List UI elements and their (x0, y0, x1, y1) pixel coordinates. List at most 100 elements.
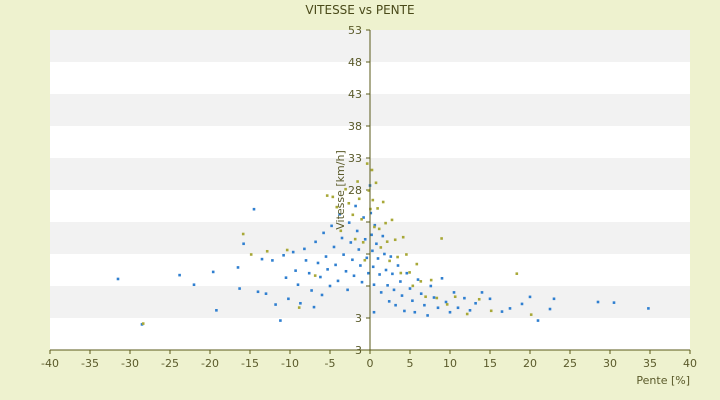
x-tick-label: 30 (603, 357, 617, 370)
data-point-blue (444, 300, 448, 304)
data-point-blue (411, 299, 414, 303)
data-point-olive (141, 322, 145, 325)
data-point-blue (192, 283, 196, 287)
data-point-olive (385, 240, 389, 243)
data-point-blue (314, 240, 317, 244)
data-point-blue (416, 278, 420, 281)
data-points (116, 162, 650, 326)
data-point-blue (508, 307, 512, 310)
data-point-blue (324, 255, 328, 258)
y-axis-label: Vitesse [km/h] (334, 150, 347, 230)
data-point-olive (429, 278, 433, 282)
y-tick-label: 28 (348, 184, 362, 197)
data-point-olive (377, 227, 381, 231)
data-point-olive (401, 235, 405, 239)
data-point-blue (352, 274, 356, 278)
data-point-olive (265, 249, 269, 253)
data-point-olive (249, 253, 253, 256)
data-point-blue (456, 306, 460, 310)
y-tick-label: 3 (355, 312, 362, 325)
data-point-olive (335, 205, 339, 209)
x-tick-label: -20 (201, 357, 219, 370)
y-tick-label: 33 (348, 152, 362, 165)
data-point-olive (440, 237, 443, 240)
data-point-blue (312, 305, 316, 309)
data-point-olive (373, 225, 376, 229)
data-point-blue (436, 306, 440, 310)
data-point-blue (474, 301, 477, 305)
data-point-olive (347, 201, 351, 205)
data-point-blue (256, 290, 260, 294)
data-point-blue (347, 221, 351, 224)
data-point-olive (361, 241, 365, 244)
data-point-blue (378, 273, 381, 276)
data-point-olive (351, 213, 355, 217)
x-tick-label: -5 (325, 357, 336, 370)
x-tick-label: -35 (81, 357, 99, 370)
data-point-blue (432, 296, 436, 299)
x-tick-label: 5 (407, 357, 414, 370)
y-tick-label: 43 (348, 88, 362, 101)
data-point-blue (307, 271, 311, 275)
data-point-blue (413, 310, 417, 314)
data-point-blue (287, 297, 290, 301)
data-point-blue (242, 242, 245, 246)
data-point-blue (419, 292, 423, 295)
data-point-blue (370, 233, 373, 237)
data-point-olive (445, 303, 449, 306)
data-point-olive (388, 259, 391, 263)
x-tick-label: 35 (643, 357, 657, 370)
data-point-blue (536, 319, 540, 322)
chart-title: VITESSE vs PENTE (305, 3, 414, 17)
data-point-olive (419, 280, 423, 283)
data-point-olive (489, 309, 493, 313)
data-point-blue (238, 287, 241, 290)
x-tick-label: 40 (683, 357, 697, 370)
data-point-blue (399, 280, 402, 283)
data-point-olive (529, 313, 533, 316)
data-point-blue (400, 294, 404, 297)
data-point-blue (332, 245, 336, 249)
x-axis-label: Pente [%] (636, 374, 690, 387)
data-point-blue (215, 309, 218, 312)
data-point-blue (376, 257, 380, 260)
data-point-blue (351, 258, 354, 262)
data-point-blue (423, 303, 426, 307)
data-point-blue (426, 314, 429, 317)
data-point-olive (365, 162, 369, 165)
data-point-olive (396, 255, 399, 259)
data-point-blue (357, 248, 361, 251)
data-point-blue (282, 253, 285, 257)
data-point-blue (359, 264, 362, 267)
data-point-blue (520, 302, 524, 306)
data-point-blue (369, 211, 373, 215)
data-point-olive (399, 271, 403, 275)
data-point-blue (468, 309, 472, 312)
x-tick-label: 15 (483, 357, 497, 370)
data-point-blue (379, 291, 383, 294)
data-point-olive (381, 200, 385, 204)
data-point-olive (370, 168, 374, 172)
data-point-blue (310, 289, 313, 292)
data-point-olive (405, 253, 408, 256)
data-point-blue (371, 265, 375, 269)
data-point-blue (236, 266, 240, 269)
data-point-olive (313, 274, 317, 277)
data-point-olive (325, 194, 329, 197)
data-point-olive (241, 232, 245, 236)
y-tick-label: 38 (348, 120, 362, 133)
data-point-olive (453, 295, 457, 299)
data-point-blue (365, 256, 369, 260)
data-point-blue (363, 237, 367, 241)
y-axis-ticks: 33283338434853 (348, 24, 370, 357)
data-point-blue (452, 291, 456, 294)
y-tick-label: 48 (348, 56, 362, 69)
data-point-olive (477, 297, 481, 301)
data-point-blue (362, 216, 365, 219)
data-point-blue (320, 293, 324, 297)
data-point-blue (552, 297, 556, 301)
data-point-olive (374, 181, 378, 185)
data-point-olive (363, 258, 367, 262)
data-point-olive (360, 217, 363, 221)
data-point-olive (379, 246, 383, 249)
